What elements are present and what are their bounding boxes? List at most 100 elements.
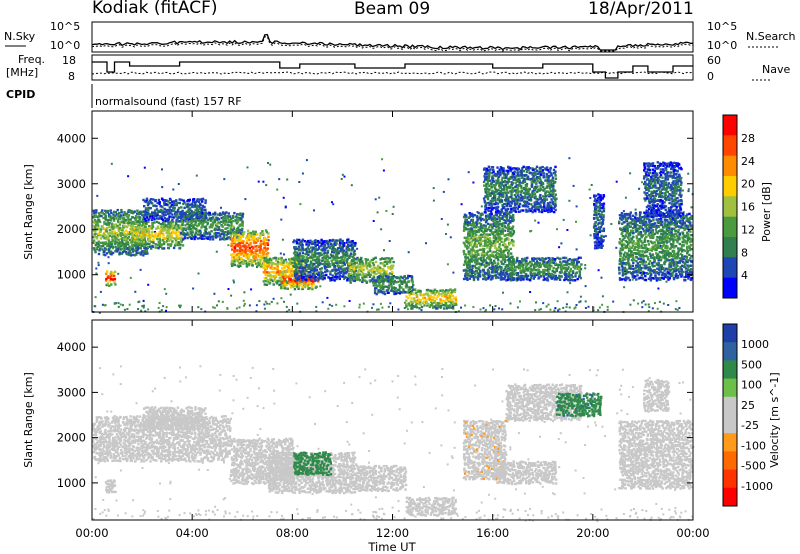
scatter-cell — [328, 277, 332, 280]
scatter-cell — [149, 245, 152, 248]
scatter-cell — [289, 286, 293, 289]
scatter-cell — [348, 300, 351, 302]
scatter-cell — [279, 252, 282, 255]
scatter-cell — [104, 304, 107, 307]
scatter-cell — [316, 248, 319, 251]
scatter-cell — [509, 184, 513, 187]
scatter-cell — [468, 253, 471, 256]
scatter-cell — [494, 194, 497, 197]
scatter-cell — [269, 274, 272, 277]
scatter-cell — [202, 221, 205, 224]
scatter-cell — [339, 238, 342, 241]
scatter-cell — [457, 310, 460, 313]
scatter-cell — [255, 249, 258, 252]
scatter-cell — [291, 274, 294, 277]
scatter-cell — [251, 246, 255, 250]
scatter-cell — [311, 266, 314, 270]
scatter-cell — [546, 168, 549, 172]
scatter-cell — [486, 256, 489, 260]
scatter-cell — [284, 270, 288, 273]
scatter-cell — [537, 188, 540, 191]
scatter-cell — [463, 236, 466, 239]
scatter-cell — [134, 236, 137, 239]
scatter-cell — [248, 304, 251, 307]
scatter-cell — [410, 289, 414, 292]
scatter-cell — [110, 275, 113, 278]
scatter-cell — [533, 185, 537, 189]
scatter-cell — [165, 229, 168, 232]
scatter-cell — [507, 185, 511, 188]
scatter-cell — [303, 274, 306, 277]
scatter-cell — [175, 231, 178, 234]
scatter-cell — [217, 221, 220, 224]
scatter-cell — [637, 302, 640, 305]
scatter-cell — [305, 256, 308, 259]
scatter-cell — [494, 183, 497, 187]
scatter-cell — [329, 279, 332, 282]
scatter-cell — [263, 303, 266, 306]
scatter-cell — [468, 237, 471, 241]
scatter-cell — [358, 303, 361, 306]
scatter-cell — [328, 239, 332, 242]
scatter-cell — [470, 227, 473, 230]
scatter-cell — [487, 276, 490, 279]
scatter-cell — [266, 302, 269, 305]
scatter-cell — [403, 278, 406, 282]
scatter-cell — [589, 234, 592, 237]
scatter-cell — [139, 242, 142, 246]
scatter-cell — [349, 281, 352, 284]
scatter-cell — [443, 295, 446, 298]
scatter-cell — [168, 211, 172, 215]
scatter-cell — [427, 294, 430, 297]
scatter-cell — [372, 257, 376, 260]
scatter-cell — [272, 274, 276, 278]
scatter-cell — [283, 282, 287, 285]
scatter-cell — [136, 224, 140, 227]
scatter-cell — [496, 225, 500, 228]
scatter-cell — [307, 244, 311, 247]
scatter-cell — [352, 251, 356, 254]
scatter-cell — [434, 305, 437, 309]
scatter-cell — [541, 198, 544, 202]
scatter-cell — [420, 305, 424, 309]
scatter-cell — [534, 205, 537, 209]
scatter-cell — [296, 285, 299, 288]
scatter-cell — [488, 233, 492, 236]
scatter-cell — [178, 201, 181, 205]
scatter-cell — [497, 210, 500, 213]
scatter-cell — [236, 221, 239, 224]
scatter-cell — [528, 188, 532, 191]
scatter-cell — [419, 290, 422, 293]
scatter-cell — [133, 233, 136, 237]
scatter-cell — [359, 260, 362, 263]
scatter-cell — [339, 260, 343, 264]
scatter-cell — [468, 263, 471, 267]
scatter-cell — [112, 225, 115, 229]
scatter-cell — [507, 224, 510, 227]
scatter-cell — [489, 249, 492, 253]
scatter-cell — [512, 197, 516, 201]
scatter-cell — [462, 241, 466, 244]
scatter-cell — [279, 263, 282, 266]
scatter-cell — [487, 217, 491, 221]
scatter-cell — [499, 216, 502, 220]
scatter-cell — [462, 263, 466, 266]
scatter-cell — [366, 273, 369, 276]
scatter-cell — [516, 173, 520, 177]
scatter-cell — [522, 170, 525, 173]
scatter-cell — [157, 240, 160, 244]
scatter-cell — [380, 290, 383, 293]
scatter-cell — [109, 209, 112, 212]
scatter-cell — [479, 242, 483, 246]
scatter-cell — [113, 281, 116, 284]
scatter-cell — [191, 220, 194, 223]
scatter-cell — [226, 226, 229, 230]
scatter-cell — [480, 205, 483, 208]
scatter-cell — [309, 239, 312, 242]
scatter-cell — [264, 268, 267, 271]
scatter-cell — [405, 295, 408, 298]
scatter-cell — [98, 249, 101, 252]
scatter-cell — [298, 247, 301, 250]
scatter-cell — [278, 269, 282, 273]
scatter-cell — [320, 238, 323, 242]
